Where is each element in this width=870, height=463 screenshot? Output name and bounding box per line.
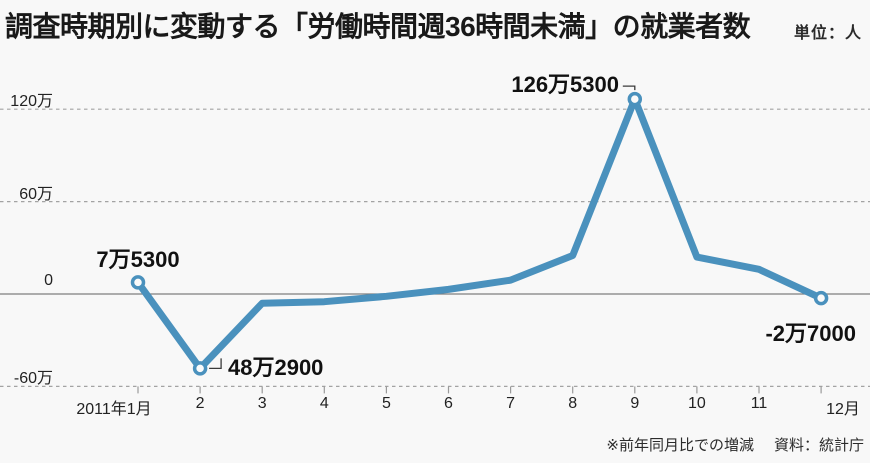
annotation-leader-february [209, 358, 222, 370]
x-axis-label-7: 7 [506, 395, 516, 412]
x-axis-label-3: 3 [257, 395, 267, 412]
x-axis-label-6: 6 [444, 395, 453, 412]
data-point-marker [130, 275, 146, 290]
annotation-september: 126万5300 [511, 72, 619, 97]
x-axis-label-2011年1月: 2011年1月 [76, 401, 152, 418]
x-axis-label-11: 11 [750, 395, 768, 412]
annotation-leader-september [622, 85, 636, 91]
unit-label: 単位：人 [793, 25, 862, 42]
data-point-marker [192, 361, 208, 376]
chart-footnote: ※前年同月比での増減 資料：統計庁 [606, 434, 864, 455]
x-axis-label-10: 10 [687, 395, 706, 412]
data-line [134, 95, 825, 372]
annotation-january: 7万5300 [96, 247, 180, 272]
footnote-text: ※前年同月比での増減 [606, 437, 754, 454]
page-title: 調査時期別に変動する「労働時間週36時間未満」の就業者数 [5, 11, 751, 42]
x-axis-label-9: 9 [630, 395, 640, 412]
y-axis-label--60万: -60万 [13, 370, 53, 388]
source-text: 資料：統計庁 [773, 437, 864, 454]
y-axis-label-0: 0 [44, 272, 53, 289]
data-point-marker [813, 290, 829, 306]
x-axis-label-2: 2 [195, 395, 205, 412]
data-point-marker [627, 91, 643, 107]
y-axis-label-60万: 60万 [19, 185, 53, 203]
x-axis-label-8: 8 [568, 395, 578, 412]
x-axis-label-4: 4 [319, 395, 329, 412]
x-axis-label-5: 5 [381, 395, 391, 412]
y-axis-label-120万: 120万 [10, 93, 53, 111]
annotation-december: -2万7000 [765, 321, 856, 346]
x-axis-label-12月: 12月 [826, 401, 860, 418]
annotation-february: 48万2900 [228, 355, 324, 380]
